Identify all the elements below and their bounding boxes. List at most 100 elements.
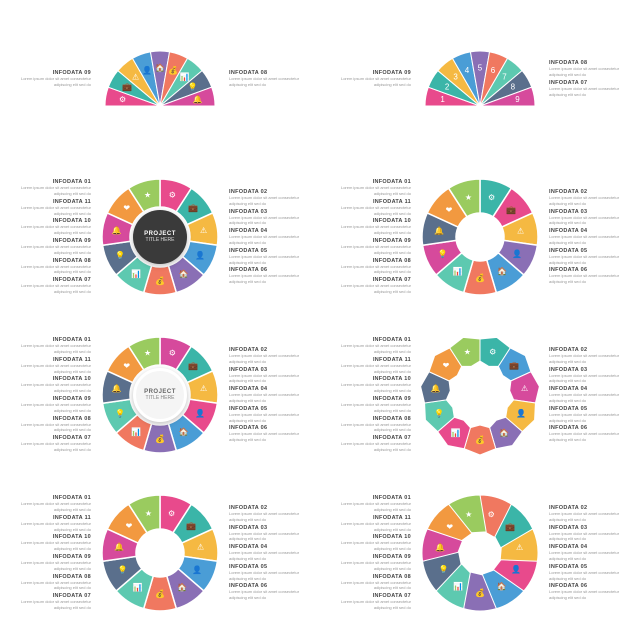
svg-text:❤: ❤ xyxy=(446,206,453,215)
infodata-label-04: INFODATA 04 Lorem ipsum dolor sit amet c… xyxy=(227,386,316,404)
label-column-left: INFODATA 01 Lorem ipsum dolor sit amet c… xyxy=(4,495,93,611)
svg-text:★: ★ xyxy=(144,190,151,199)
infographic-card-8: INFODATA 01 Lorem ipsum dolor sit amet c… xyxy=(324,478,636,628)
svg-text:💡: 💡 xyxy=(115,250,125,260)
infographic-card-1: INFODATA 09 Lorem ipsum dolor sit amet c… xyxy=(4,4,316,154)
center-button-dark[interactable]: PROJECTTITLE HERE xyxy=(133,210,187,264)
infodata-label-02: INFODATA 02 Lorem ipsum dolor sit amet c… xyxy=(547,347,636,365)
infodata-label-11: INFODATA 11 Lorem ipsum dolor sit amet c… xyxy=(324,357,413,375)
svg-text:⚙: ⚙ xyxy=(489,347,496,356)
svg-text:⚙: ⚙ xyxy=(168,509,175,518)
svg-text:❤: ❤ xyxy=(446,522,453,531)
svg-text:⚙: ⚙ xyxy=(119,95,126,104)
label-column-left: INFODATA 01 Lorem ipsum dolor sit amet c… xyxy=(4,337,93,453)
svg-text:💰: 💰 xyxy=(155,589,165,599)
infodata-label-01: INFODATA 01 Lorem ipsum dolor sit amet c… xyxy=(4,179,93,197)
svg-text:💰: 💰 xyxy=(475,273,485,283)
svg-text:🔔: 🔔 xyxy=(114,543,124,552)
infodata-label-11: INFODATA 11 Lorem ipsum dolor sit amet c… xyxy=(4,199,93,217)
infodata-label-01: INFODATA 01 Lorem ipsum dolor sit amet c… xyxy=(4,495,93,513)
svg-text:📊: 📊 xyxy=(133,582,143,592)
svg-text:⚙: ⚙ xyxy=(169,348,176,357)
circular-chart-half_num: 123456789 xyxy=(417,16,543,142)
infodata-label-07: INFODATA 07 Lorem ipsum dolor sit amet c… xyxy=(4,277,93,295)
label-column-right: INFODATA 02 Lorem ipsum dolor sit amet c… xyxy=(547,505,636,601)
svg-text:💼: 💼 xyxy=(506,206,516,215)
svg-text:❤: ❤ xyxy=(443,361,450,370)
infodata-label-07: INFODATA 07 Lorem ipsum dolor sit amet c… xyxy=(324,435,413,453)
infodata-label-10: INFODATA 10 Lorem ipsum dolor sit amet c… xyxy=(324,218,413,236)
infodata-label-09: INFODATA 09 Lorem ipsum dolor sit amet c… xyxy=(324,70,413,88)
infodata-label-06: INFODATA 06 Lorem ipsum dolor sit amet c… xyxy=(227,267,316,285)
infodata-label-08: INFODATA 08 Lorem ipsum dolor sit amet c… xyxy=(4,416,93,434)
infodata-label-08: INFODATA 08 Lorem ipsum dolor sit amet c… xyxy=(324,416,413,434)
infodata-label-11: INFODATA 11 Lorem ipsum dolor sit amet c… xyxy=(324,199,413,217)
svg-text:📊: 📊 xyxy=(131,269,141,279)
svg-text:📊: 📊 xyxy=(451,427,461,437)
svg-text:🔔: 🔔 xyxy=(434,227,444,236)
infodata-label-05: INFODATA 05 Lorem ipsum dolor sit amet c… xyxy=(227,564,316,582)
infodata-label-02: INFODATA 02 Lorem ipsum dolor sit amet c… xyxy=(547,505,636,523)
infodata-label-09: INFODATA 09 Lorem ipsum dolor sit amet c… xyxy=(324,554,413,572)
infodata-label-10: INFODATA 10 Lorem ipsum dolor sit amet c… xyxy=(324,534,413,552)
infographic-card-5: INFODATA 01 Lorem ipsum dolor sit amet c… xyxy=(4,320,316,470)
svg-text:🔔: 🔔 xyxy=(430,384,440,393)
svg-text:💡: 💡 xyxy=(188,82,198,92)
circular-chart-arrows: ⚙💼⚠👤🏠💰📊💡🔔❤★ xyxy=(417,332,543,458)
infodata-label-04: INFODATA 04 Lorem ipsum dolor sit amet c… xyxy=(227,228,316,246)
label-column-right: INFODATA 02 Lorem ipsum dolor sit amet c… xyxy=(227,505,316,601)
svg-text:💰: 💰 xyxy=(475,588,485,598)
svg-text:💡: 💡 xyxy=(434,408,444,418)
svg-text:👤: 👤 xyxy=(142,65,152,75)
infodata-label-08: INFODATA 08 Lorem ipsum dolor sit amet c… xyxy=(227,70,316,88)
infodata-label-05: INFODATA 05 Lorem ipsum dolor sit amet c… xyxy=(547,564,636,582)
infodata-label-06: INFODATA 06 Lorem ipsum dolor sit amet c… xyxy=(547,267,636,285)
infodata-label-02: INFODATA 02 Lorem ipsum dolor sit amet c… xyxy=(227,347,316,365)
infodata-label-03: INFODATA 03 Lorem ipsum dolor sit amet c… xyxy=(547,525,636,543)
infodata-label-01: INFODATA 01 Lorem ipsum dolor sit amet c… xyxy=(324,495,413,513)
infodata-label-05: INFODATA 05 Lorem ipsum dolor sit amet c… xyxy=(547,406,636,424)
infodata-label-06: INFODATA 06 Lorem ipsum dolor sit amet c… xyxy=(547,583,636,601)
svg-text:👤: 👤 xyxy=(195,408,205,418)
circular-chart-spiral: ⚙💼⚠👤🏠💰📊💡🔔❤★ xyxy=(417,490,543,616)
svg-text:⚠: ⚠ xyxy=(200,384,207,393)
infodata-label-09: INFODATA 09 Lorem ipsum dolor sit amet c… xyxy=(324,396,413,414)
infodata-label-11: INFODATA 11 Lorem ipsum dolor sit amet c… xyxy=(324,515,413,533)
svg-text:★: ★ xyxy=(145,509,152,518)
svg-text:★: ★ xyxy=(144,348,151,357)
infodata-label-03: INFODATA 03 Lorem ipsum dolor sit amet c… xyxy=(227,209,316,227)
infodata-label-09: INFODATA 09 Lorem ipsum dolor sit amet c… xyxy=(4,396,93,414)
svg-text:❤: ❤ xyxy=(123,204,130,213)
infodata-label-08: INFODATA 08 Lorem ipsum dolor sit amet c… xyxy=(547,60,636,78)
svg-text:💰: 💰 xyxy=(168,65,178,75)
label-column-right: INFODATA 08 Lorem ipsum dolor sit amet c… xyxy=(547,60,636,97)
svg-text:📊: 📊 xyxy=(453,581,463,591)
svg-text:🔔: 🔔 xyxy=(111,226,121,235)
infodata-label-07: INFODATA 07 Lorem ipsum dolor sit amet c… xyxy=(324,593,413,611)
svg-text:💡: 💡 xyxy=(118,565,128,575)
svg-text:2: 2 xyxy=(445,83,450,92)
svg-text:💡: 💡 xyxy=(439,564,449,574)
svg-text:⚙: ⚙ xyxy=(169,190,176,199)
infodata-label-08: INFODATA 08 Lorem ipsum dolor sit amet c… xyxy=(324,258,413,276)
svg-text:💰: 💰 xyxy=(475,435,485,445)
svg-text:🏠: 🏠 xyxy=(177,583,187,592)
label-column-left: INFODATA 09 Lorem ipsum dolor sit amet c… xyxy=(4,70,93,88)
circular-chart-donut: ⚙💼⚠👤🏠💰📊💡🔔❤★PROJECTTITLE HERE xyxy=(97,332,223,458)
infographic-card-2: INFODATA 09 Lorem ipsum dolor sit amet c… xyxy=(324,4,636,154)
svg-text:4: 4 xyxy=(465,66,470,75)
infodata-label-04: INFODATA 04 Lorem ipsum dolor sit amet c… xyxy=(227,544,316,562)
svg-text:🏠: 🏠 xyxy=(497,267,507,276)
center-button-light[interactable]: PROJECTTITLE HERE xyxy=(133,368,187,422)
infodata-label-03: INFODATA 03 Lorem ipsum dolor sit amet c… xyxy=(547,209,636,227)
svg-text:❤: ❤ xyxy=(126,522,133,531)
svg-text:💰: 💰 xyxy=(155,276,165,286)
infodata-label-03: INFODATA 03 Lorem ipsum dolor sit amet c… xyxy=(227,525,316,543)
svg-text:👤: 👤 xyxy=(516,408,526,418)
svg-text:📊: 📊 xyxy=(131,427,141,437)
infodata-label-08: INFODATA 08 Lorem ipsum dolor sit amet c… xyxy=(4,574,93,592)
label-column-left: INFODATA 01 Lorem ipsum dolor sit amet c… xyxy=(324,179,413,295)
infodata-label-07: INFODATA 07 Lorem ipsum dolor sit amet c… xyxy=(547,80,636,98)
infodata-label-09: INFODATA 09 Lorem ipsum dolor sit amet c… xyxy=(4,554,93,572)
infodata-label-07: INFODATA 07 Lorem ipsum dolor sit amet c… xyxy=(324,277,413,295)
